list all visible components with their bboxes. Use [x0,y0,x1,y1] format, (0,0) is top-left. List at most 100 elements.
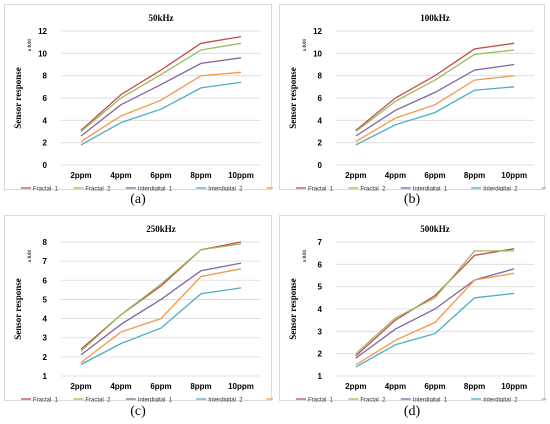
x-tick-label: 6ppm [150,171,171,180]
series-line-interdigital-2 [355,292,515,368]
series-line-fractal-1 [80,35,242,131]
x-tick-label: 8ppm [464,382,485,391]
legend-label: Fractal_1 [33,398,59,403]
series-line-interdigital-1 [355,63,515,137]
y-tick-label: 12 [313,27,322,36]
y-tick-label: 8 [43,238,48,247]
chart-title: 500kHz [420,224,450,234]
legend-label: Fractal_1 [308,398,334,403]
y-tick-label: 6 [318,94,323,103]
x-tick-label: 8ppm [190,382,211,391]
x-tick-label: 4ppm [110,382,131,391]
legend-item: Fractal_1 [296,398,334,403]
y-tick-label: 8 [318,72,323,81]
series-line-interdigital-2 [80,287,242,366]
legend-item: Interdigital_3 [541,187,546,189]
series-line-interdigital-1 [355,268,515,359]
y-tick-label: 5 [318,283,323,292]
panel-label-d: (d) [403,404,421,419]
series-line-interdigital-2 [80,81,242,146]
y-axis-label: Sensor response [13,67,23,128]
x-tick-label: 2ppm [70,171,91,180]
series-line-fractal-2 [80,42,242,132]
chart-title: 50kHz [148,13,173,23]
y-tick-label: 4 [318,305,323,314]
y-tick-label: 2 [43,139,48,148]
x-tick-label: 8ppm [190,171,211,180]
legend-item: Interdigital_1 [400,187,448,191]
legend-item: Interdigital_3 [266,187,273,189]
y-tick-label: 7 [43,257,48,266]
x-tick-label: 6ppm [424,382,445,391]
y-axis-unit: x 0.01 [303,249,308,262]
x-tick-label: 8ppm [464,171,485,180]
series-line-interdigital-3 [80,268,242,364]
y-tick-label: 3 [43,334,48,343]
y-tick-label: 0 [43,161,48,170]
chart-panel-b: 100kHz Sensor response x 0.01 0 2 4 6 8 10 12 2ppm… [279,4,546,192]
legend-item: Fractal_2 [348,398,386,402]
legend-item: Interdigital_2 [196,187,243,192]
chart-panel-c: 250kHz Sensor response x 0.01 1 2 3 4 5 6 7 8 2ppm 4… [4,215,273,403]
legend-label: Fractal_2 [360,187,386,192]
series-line-interdigital-3 [355,272,515,366]
legend-item: Interdigital_3 [541,398,546,400]
legend-item: Interdigital_1 [125,187,173,191]
chart-svg-b: 100kHz Sensor response x 0.01 0 2 4 6 8 10 12 2ppm… [288,13,546,192]
x-tick-label: 2ppm [345,382,366,391]
panel-label-a: (a) [130,192,146,207]
y-tick-label: 4 [318,116,323,125]
legend-item: Interdigital_1 [400,398,448,402]
x-tick-label: 10ppm [501,171,527,180]
y-axis-label: Sensor response [288,67,298,128]
legend-label: Interdigital_2 [208,398,243,403]
series-line-fractal-1 [355,42,515,131]
chart-svg-a: 50kHz Sensor response x 0.01 0 2 4 6 8 10 12 2ppm 4… [13,13,273,192]
legend-label: Fractal_2 [85,187,111,192]
y-tick-label: 5 [43,295,48,304]
y-tick-label: 12 [38,27,47,36]
y-axis-label: Sensor response [13,278,23,339]
y-tick-label: 3 [318,327,323,336]
y-tick-label: 2 [318,139,323,148]
series-line-interdigital-3 [355,75,515,143]
x-tick-label: 10ppm [228,171,254,180]
series-line-fractal-2 [355,49,515,133]
y-tick-label: 1 [318,372,323,381]
legend-label: Fractal_1 [308,187,334,192]
series-line-fractal-1 [80,241,242,350]
legend-item: Fractal_1 [21,187,59,191]
x-tick-label: 2ppm [345,171,366,180]
series-line-interdigital-2 [355,86,515,146]
series-line-fractal-1 [355,248,515,357]
y-tick-label: 2 [43,353,48,362]
legend-item: Fractal_2 [73,187,111,192]
y-axis-unit: x 0.01 [303,38,308,51]
legend-item: Fractal_2 [348,187,386,192]
legend-label: Interdigital_2 [483,398,518,403]
series-line-interdigital-3 [80,71,242,143]
series-line-fractal-2 [355,250,515,355]
legend-item: Fractal_2 [73,398,111,402]
x-tick-label: 4ppm [385,382,406,391]
x-tick-label: 10ppm [228,382,254,391]
chart-title: 250kHz [146,224,176,234]
legend-label: Interdigital_2 [483,187,518,192]
x-tick-label: 2ppm [70,382,91,391]
x-tick-label: 4ppm [110,171,131,180]
y-tick-label: 1 [43,372,48,381]
legend-item: Interdigital_2 [196,398,243,403]
y-tick-label: 2 [318,350,323,359]
y-tick-label: 10 [38,49,47,58]
series-line-interdigital-1 [80,262,242,356]
series-line-interdigital-1 [80,57,242,137]
legend-label: Interdigital_2 [208,187,243,192]
legend-label: Interdigital_1 [138,398,173,403]
y-tick-label: 10 [313,49,322,58]
chart-panel-a: 50kHz Sensor response x 0.01 0 2 4 6 8 10 12 2ppm 4… [4,4,273,192]
y-tick-label: 6 [318,260,323,269]
panel-label-b: (b) [403,192,421,207]
x-tick-label: 10ppm [501,382,527,391]
series-line-fractal-2 [80,243,242,352]
legend-item: Interdigital_2 [471,398,518,403]
